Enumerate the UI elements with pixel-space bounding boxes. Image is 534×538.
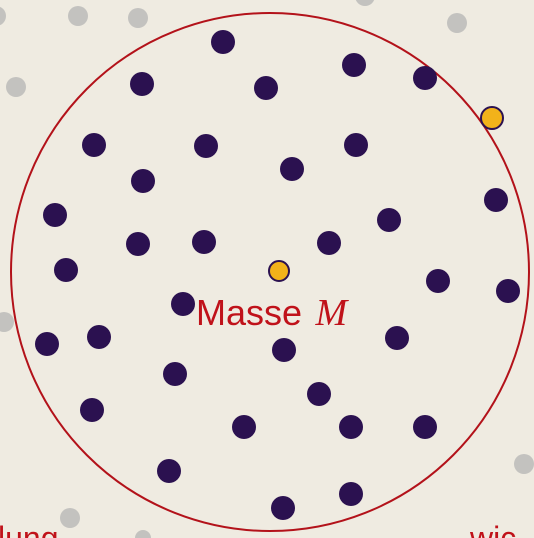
outer-dot — [447, 13, 467, 33]
outer-dot — [135, 530, 151, 538]
outer-dot — [68, 6, 88, 26]
inner-dot — [87, 325, 111, 349]
inner-dot — [344, 133, 368, 157]
edge-text-left: lung — [0, 520, 59, 538]
inner-dot — [307, 382, 331, 406]
inner-dot — [211, 30, 235, 54]
inner-dot — [163, 362, 187, 386]
mass-label: Masse M — [196, 292, 349, 334]
inner-dot — [413, 415, 437, 439]
boundary-test-dot — [480, 106, 504, 130]
outer-dot — [355, 0, 375, 6]
inner-dot — [43, 203, 67, 227]
inner-dot — [254, 76, 278, 100]
inner-dot — [496, 279, 520, 303]
inner-dot — [192, 230, 216, 254]
outer-dot — [514, 454, 534, 474]
inner-dot — [272, 338, 296, 362]
inner-dot — [82, 133, 106, 157]
inner-dot — [54, 258, 78, 282]
inner-dot — [339, 415, 363, 439]
inner-dot — [426, 269, 450, 293]
inner-dots — [35, 30, 520, 520]
outer-dot — [0, 6, 6, 26]
inner-dot — [35, 332, 59, 356]
inner-dot — [131, 169, 155, 193]
center-mass-dot — [268, 260, 290, 282]
inner-dot — [342, 53, 366, 77]
inner-dot — [157, 459, 181, 483]
inner-dot — [385, 326, 409, 350]
inner-dot — [232, 415, 256, 439]
outer-dot — [6, 77, 26, 97]
outer-dot — [60, 508, 80, 528]
edge-text-right: wic — [469, 520, 516, 538]
inner-dot — [130, 72, 154, 96]
inner-dot — [484, 188, 508, 212]
mass-label-word: Masse — [196, 292, 302, 333]
inner-dot — [194, 134, 218, 158]
inner-dot — [377, 208, 401, 232]
inner-dot — [80, 398, 104, 422]
inner-dot — [171, 292, 195, 316]
mass-label-symbol: M — [314, 292, 349, 334]
inner-dot — [339, 482, 363, 506]
outer-dot — [0, 312, 14, 332]
sphere-boundary-circle — [10, 12, 530, 532]
inner-dot — [413, 66, 437, 90]
outer-dot — [128, 8, 148, 28]
inner-dot — [280, 157, 304, 181]
inner-dot — [271, 496, 295, 520]
inner-dot — [126, 232, 150, 256]
inner-dot — [317, 231, 341, 255]
